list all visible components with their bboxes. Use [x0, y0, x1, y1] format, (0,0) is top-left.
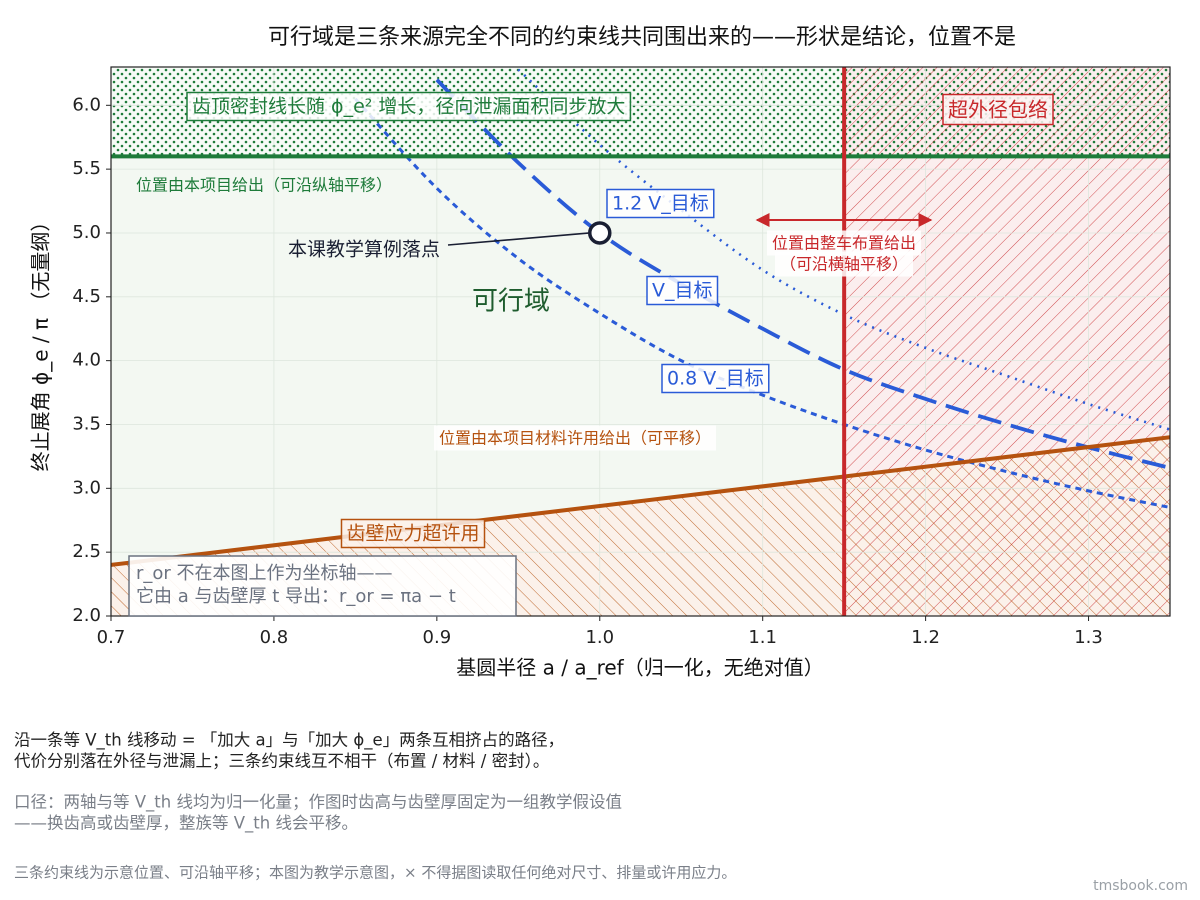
- plot-frame: [110, 66, 1171, 617]
- y-tick-label: 2.0: [72, 605, 101, 626]
- y-axis-label: 终止展角 ϕ_e / π （无量纲）: [29, 212, 53, 472]
- stress-label-box: [340, 518, 486, 549]
- envelope-note-box: [774, 251, 914, 277]
- footer-note: ——换齿高或齿壁厚，整族等 V_th 线会平移。: [14, 814, 358, 834]
- envelope-label: 超外径包络: [948, 98, 1048, 122]
- v-target-line: [354, 97, 1170, 509]
- envelope-note-box: [766, 230, 922, 256]
- envelope-note: （可沿横轴平移）: [780, 255, 908, 274]
- y-tick-label: 6.0: [72, 94, 101, 115]
- series-label: 0.8 V_目标: [667, 368, 764, 390]
- grid: 0.7 0.8 0.9 1.0 1.1 1.2 1.3 2.0 2.5 3.0 3.5 4.0 4.5 5…: [72, 67, 1170, 648]
- x-tick-label: 1.1: [748, 627, 777, 648]
- series-label: 1.2 V_目标: [612, 193, 709, 215]
- note-box: [128, 555, 517, 617]
- y-tick-label: 5.5: [72, 158, 101, 179]
- x-tick-label: 0.8: [260, 627, 289, 648]
- seal-note: 位置由本项目给出（可沿纵轴平移）: [136, 176, 392, 195]
- plot-area: [111, 67, 1170, 616]
- footer-note: 口径：两轴与等 V_th 线均为归一化量；作图时齿高与齿壁厚固定为一组教学假设值: [14, 793, 622, 813]
- seal-label: 齿顶密封线长随 ϕ_e² 增长，径向泄漏面积同步放大: [192, 96, 625, 118]
- y-tick-label: 3.0: [72, 477, 101, 498]
- regions: [111, 67, 1170, 616]
- stress-note: 位置由本项目材料许用给出（可平移）: [439, 429, 711, 448]
- footer-note: 沿一条等 V_th 线移动 = 「加大 a」与「加大 ϕ_e」两条互相挤占的路径…: [14, 731, 564, 751]
- y-tick-label: 5.0: [72, 222, 101, 243]
- footer-note: 代价分别落在外径与泄漏上；三条约束线互不相干（布置 / 材料 / 密封）。: [14, 752, 549, 771]
- y-tick-label: 3.5: [72, 413, 101, 434]
- seal-label-box: [186, 91, 632, 122]
- stress-label: 齿壁应力超许用: [346, 523, 479, 545]
- series-label-box: [646, 275, 719, 306]
- footer-note: 三条约束线为示意位置、可沿轴平移；本图为教学示意图，× 不得据图读取任何绝对尺寸…: [14, 864, 736, 882]
- x-tick-label: 1.2: [911, 627, 940, 648]
- y-tick-label: 2.5: [72, 541, 101, 562]
- series-label: V_目标: [652, 280, 713, 302]
- series-label-box: [661, 363, 770, 394]
- stress-line: [111, 435, 1170, 567]
- x-tick-label: 0.9: [423, 627, 452, 648]
- point-label: 本课教学算例落点: [288, 239, 440, 261]
- chart-title: 可行域是三条来源完全不同的约束线共同围出来的——形状是结论，位置不是: [268, 25, 1016, 50]
- v-target-line: [435, 78, 1170, 470]
- overlay: 齿顶密封线长随 ϕ_e² 增长，径向泄漏面积同步放大位置由本项目给出（可沿纵轴平…: [110, 66, 1171, 617]
- note-box-text: 它由 a 与齿壁厚 t 导出：r_or = πa − t: [136, 586, 456, 607]
- series-label-box: [606, 188, 715, 219]
- x-tick-label: 1.3: [1074, 627, 1103, 648]
- y-tick-label: 4.5: [72, 286, 101, 307]
- note-box-text: r_or 不在本图上作为坐标轴——: [136, 563, 393, 584]
- y-tick-label: 4.0: [72, 350, 101, 371]
- source: tmsbook.com: [1093, 878, 1188, 894]
- feasible-label: 可行域: [472, 287, 550, 317]
- x-axis-label: 基圆半径 a / a_ref（归一化，无绝对值）: [456, 656, 823, 680]
- example-point: [588, 221, 612, 245]
- x-tick-label: 1.0: [585, 627, 614, 648]
- envelope-label-box: [942, 93, 1054, 126]
- x-tick-label: 0.7: [97, 627, 126, 648]
- envelope-note: 位置由整车布置给出: [772, 234, 916, 253]
- stress-note-box: [434, 425, 717, 451]
- point-leader: [447, 232, 590, 246]
